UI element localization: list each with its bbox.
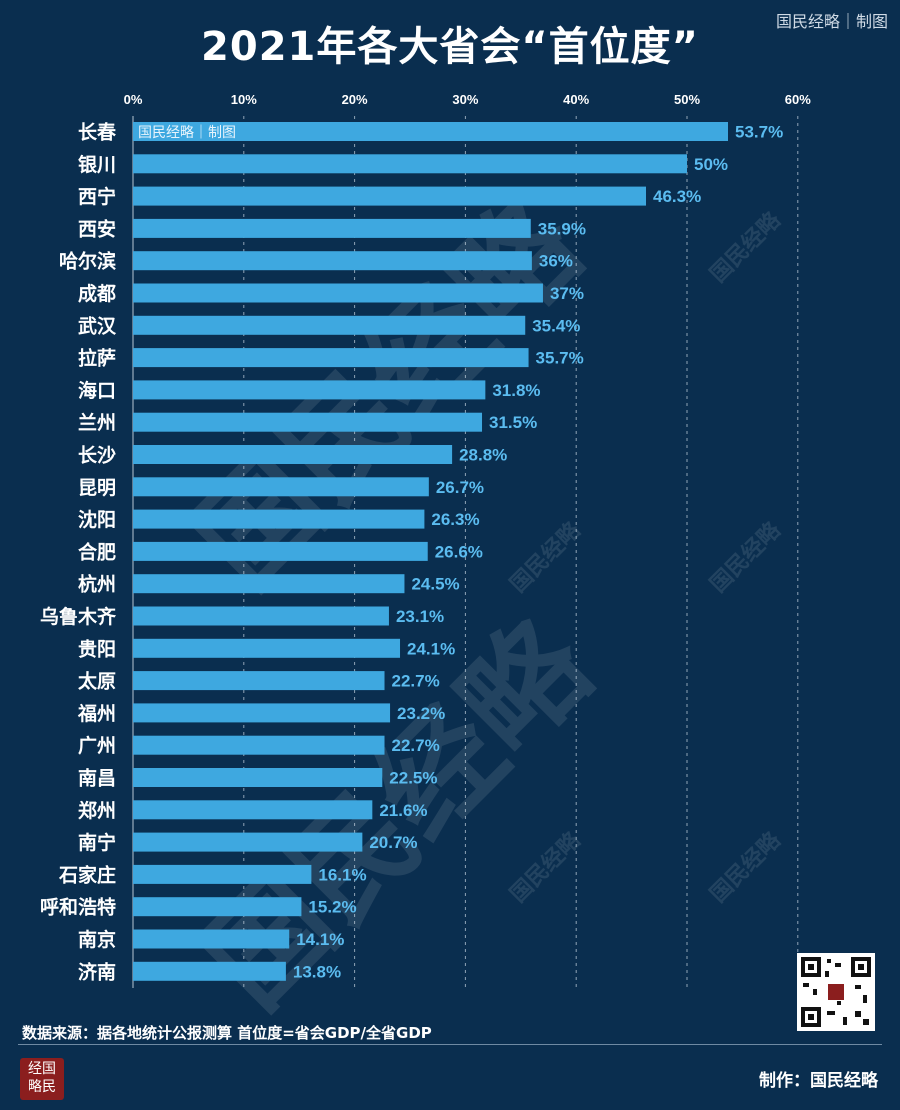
value-label: 26.3% — [431, 510, 479, 529]
x-tick-label: 40% — [563, 92, 589, 107]
category-label: 沈阳 — [78, 508, 116, 531]
bar — [133, 122, 728, 141]
category-label: 合肥 — [78, 540, 116, 563]
bar — [133, 864, 312, 884]
category-label: 武汉 — [78, 315, 117, 337]
value-label: 31.8% — [492, 381, 540, 400]
source-note: 数据来源：据各地统计公报测算 首位度=省会GDP/全省GDP — [22, 1024, 432, 1042]
category-label: 银川 — [78, 153, 116, 176]
category-label: 哈尔滨 — [59, 250, 116, 273]
value-label: 13.8% — [293, 962, 341, 981]
value-label: 31.5% — [489, 413, 537, 432]
bar — [133, 800, 373, 820]
value-label: 15.2% — [308, 898, 356, 917]
bar — [133, 315, 526, 335]
category-label: 海口 — [78, 379, 116, 402]
value-label: 28.8% — [459, 446, 507, 465]
maker-label: 制作：国民经略 — [759, 1071, 878, 1091]
bar — [133, 251, 532, 271]
x-tick-label: 30% — [452, 92, 478, 107]
category-label: 南宁 — [78, 831, 116, 854]
value-label: 14.1% — [296, 930, 344, 949]
category-label: 长春 — [78, 121, 116, 144]
bar-credit-label: 国民经略｜制图 — [138, 125, 236, 141]
x-tick-label: 10% — [231, 92, 257, 107]
value-label: 35.7% — [536, 349, 584, 368]
value-label: 22.7% — [392, 672, 440, 691]
value-label: 24.5% — [411, 575, 459, 594]
bar — [133, 638, 401, 658]
qr-code-icon — [797, 953, 875, 1031]
value-label: 21.6% — [379, 801, 427, 820]
value-label: 16.1% — [318, 865, 366, 884]
value-label: 23.1% — [396, 607, 444, 626]
value-label: 23.2% — [397, 704, 445, 723]
x-tick-label: 0% — [124, 92, 143, 107]
bar — [133, 671, 385, 691]
value-label: 37% — [550, 284, 584, 303]
category-label: 贵阳 — [78, 638, 116, 660]
bar — [133, 218, 531, 238]
value-label: 50% — [694, 155, 728, 174]
bar — [133, 348, 529, 368]
logo-line-2: 略民 — [28, 1079, 56, 1095]
category-label: 昆明 — [78, 477, 116, 499]
credit-label: 国民经略｜制图 — [775, 12, 888, 31]
bar — [133, 154, 687, 174]
category-label: 拉萨 — [78, 347, 116, 370]
bar — [133, 832, 363, 852]
bar — [133, 961, 286, 981]
value-label: 46.3% — [653, 187, 701, 206]
bar — [133, 509, 425, 529]
value-label: 26.7% — [436, 478, 484, 497]
bar — [133, 574, 405, 594]
value-label: 35.9% — [538, 219, 586, 238]
bar — [133, 768, 383, 787]
bar — [133, 541, 428, 561]
value-label: 35.4% — [532, 316, 580, 335]
category-label: 西安 — [78, 217, 116, 240]
bar — [133, 735, 385, 755]
value-label: 26.6% — [435, 542, 483, 561]
bar — [133, 412, 483, 432]
footer-divider — [18, 1044, 882, 1045]
bar — [133, 477, 429, 497]
category-label: 杭州 — [78, 573, 116, 596]
category-label: 兰州 — [78, 411, 116, 434]
bar — [133, 445, 453, 464]
category-label: 太原 — [78, 670, 116, 693]
value-label: 24.1% — [407, 639, 455, 658]
category-label: 福州 — [77, 702, 116, 725]
bar-chart: 0% 10% 20% 30% 40% 50% 60% 长春 53.7% 银川 50% 西宁 46.3% 西… — [40, 92, 811, 988]
value-label: 22.5% — [389, 769, 437, 788]
x-tick-label: 60% — [785, 92, 811, 107]
chart-title: 2021年各大省会“首位度” — [201, 24, 699, 70]
bar — [133, 186, 647, 206]
value-label: 36% — [539, 252, 573, 271]
category-label: 济南 — [78, 960, 116, 983]
category-label: 广州 — [78, 734, 116, 757]
bar — [133, 283, 543, 303]
category-label: 南京 — [78, 928, 116, 951]
category-label: 石家庄 — [58, 863, 116, 886]
bar — [133, 380, 486, 400]
brand-logo: 经国 略民 — [20, 1058, 64, 1100]
value-label: 20.7% — [369, 833, 417, 852]
category-label: 长沙 — [78, 445, 116, 467]
category-label: 乌鲁木齐 — [40, 605, 117, 628]
logo-line-1: 经国 — [28, 1061, 56, 1077]
x-tick-label: 20% — [342, 92, 368, 107]
category-label: 郑州 — [78, 800, 116, 822]
x-tick-label: 50% — [674, 92, 700, 107]
category-label: 西宁 — [78, 185, 116, 208]
category-label: 成都 — [78, 282, 116, 305]
bar — [133, 606, 389, 626]
bar — [133, 703, 391, 723]
value-label: 53.7% — [735, 123, 783, 142]
category-label: 呼和浩特 — [40, 896, 116, 919]
bar — [133, 897, 302, 917]
value-label: 22.7% — [392, 736, 440, 755]
category-label: 南昌 — [78, 768, 116, 790]
bar — [133, 929, 290, 949]
